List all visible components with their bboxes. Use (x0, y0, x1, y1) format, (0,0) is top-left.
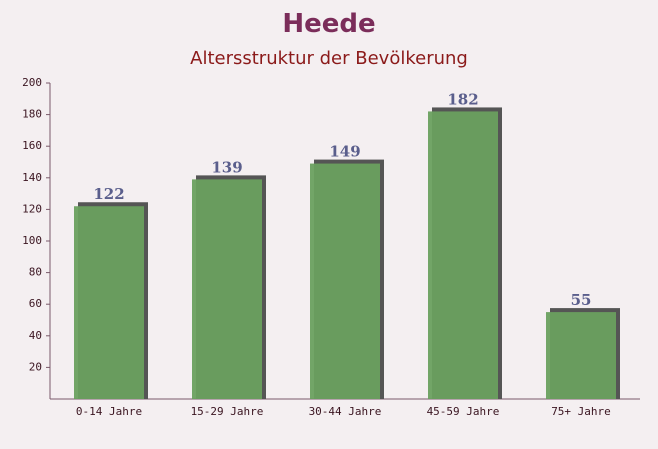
bar (428, 111, 498, 399)
y-tick-label: 80 (29, 266, 42, 279)
y-tick-label: 200 (22, 76, 42, 89)
value-label: 139 (211, 158, 242, 176)
x-tick-label: 75+ Jahre (551, 405, 611, 418)
chart-title: Heede (282, 9, 375, 39)
value-label: 149 (329, 143, 360, 161)
bar (192, 179, 262, 399)
bar (310, 163, 380, 399)
chart-subtitle: Altersstruktur der Bevölkerung (190, 48, 468, 69)
bar (546, 312, 616, 399)
x-tick-label: 30-44 Jahre (309, 405, 382, 418)
y-tick-label: 160 (22, 139, 42, 152)
value-label: 182 (447, 90, 478, 108)
y-tick-label: 60 (29, 297, 42, 310)
y-tick-label: 120 (22, 202, 42, 215)
value-label: 122 (93, 185, 124, 203)
x-tick-label: 0-14 Jahre (76, 405, 142, 418)
x-tick-label: 15-29 Jahre (191, 405, 264, 418)
y-tick-label: 180 (22, 108, 42, 121)
y-tick-label: 20 (29, 360, 42, 373)
y-tick-label: 140 (22, 171, 42, 184)
bar (74, 206, 144, 399)
y-tick-label: 100 (22, 234, 42, 247)
x-tick-label: 45-59 Jahre (427, 405, 500, 418)
y-tick-label: 40 (29, 329, 42, 342)
value-label: 55 (571, 291, 592, 309)
